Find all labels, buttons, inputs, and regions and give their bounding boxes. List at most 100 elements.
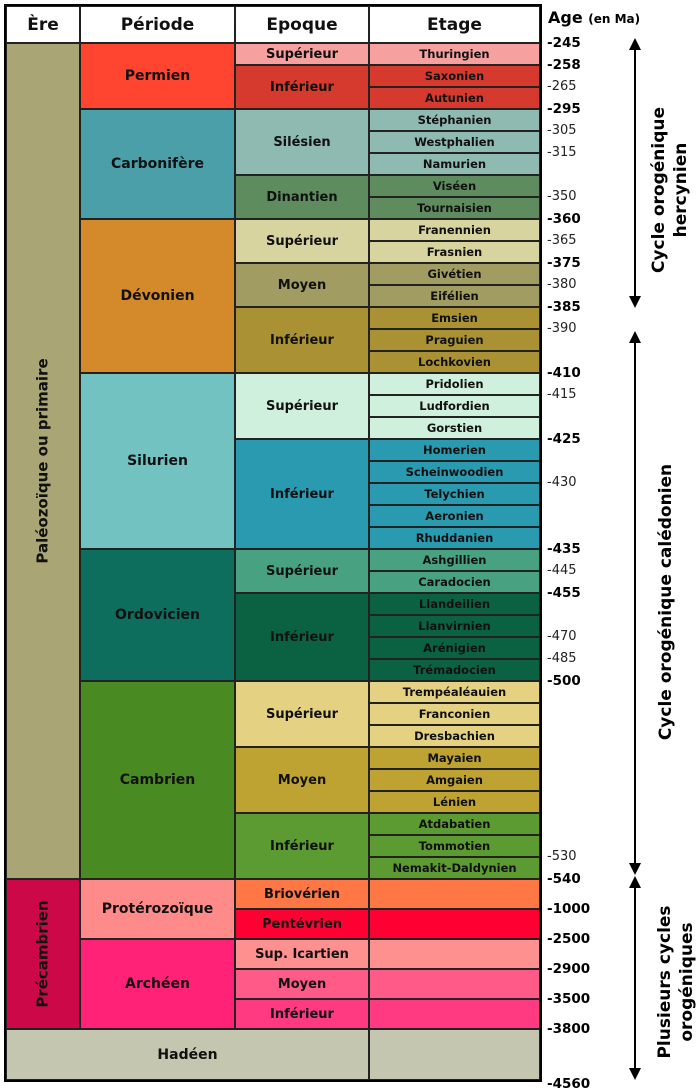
stage-cell: Praguien: [369, 329, 540, 351]
age-label: -380: [547, 277, 577, 292]
age-header-label: Age: [548, 8, 583, 27]
stage-cell: Franconien: [369, 703, 540, 725]
stage-cell: Emsien: [369, 307, 540, 329]
period-cell: Dévonien: [80, 219, 235, 373]
multiple-cycles-label: Plusieurs cycles orogéniques: [654, 905, 698, 1058]
stage-cell: Telychien: [369, 483, 540, 505]
epoch-cell: Supérieur: [235, 549, 369, 593]
stage-cell: Amgaien: [369, 769, 540, 791]
period-cell: Silurien: [80, 373, 235, 549]
epoch-cell: Inférieur: [235, 593, 369, 681]
stage-cell: Saxonien: [369, 65, 540, 87]
era-cell: Paléozoïque ou primaire: [6, 43, 80, 879]
header-period: Période: [80, 6, 235, 43]
stage-cell: [369, 909, 540, 939]
stage-cell: Namurien: [369, 153, 540, 175]
stage-cell: Aeronien: [369, 505, 540, 527]
age-label: -385: [547, 299, 581, 315]
epoch-cell: Inférieur: [235, 813, 369, 879]
age-label: -4560: [547, 1076, 591, 1092]
stage-cell: Thuringien: [369, 43, 540, 65]
age-label: -390: [547, 321, 577, 336]
epoch-cell: Supérieur: [235, 219, 369, 263]
stage-cell: Llandeilien: [369, 593, 540, 615]
age-header: Age (en Ma): [548, 8, 640, 27]
period-cell: Permien: [80, 43, 235, 109]
stage-cell: [369, 1029, 540, 1080]
stage-cell: Homerien: [369, 439, 540, 461]
age-label: -3800: [547, 1021, 591, 1037]
cycle-label-line: hercynien: [671, 142, 691, 238]
stage-cell: Gorstien: [369, 417, 540, 439]
stage-cell: Eifélien: [369, 285, 540, 307]
stage-cell: Rhuddanien: [369, 527, 540, 549]
stage-cell: Dresbachien: [369, 725, 540, 747]
age-label: -350: [547, 189, 577, 204]
cycle-label-line: orogéniques: [677, 922, 697, 1042]
stage-cell: Stéphanien: [369, 109, 540, 131]
stage-cell: Scheinwoodien: [369, 461, 540, 483]
cycle-label-line: Cycle orogénique: [649, 106, 669, 274]
multiple-cycles-arrow: [629, 876, 641, 1080]
header-epoch: Epoque: [235, 6, 369, 43]
stage-cell: Atdabatien: [369, 813, 540, 835]
epoch-cell: Inférieur: [235, 65, 369, 109]
epoch-cell: Dinantien: [235, 175, 369, 219]
age-label: -430: [547, 475, 577, 490]
stage-cell: Trémadocien: [369, 659, 540, 681]
epoch-cell: Supérieur: [235, 373, 369, 439]
period-cell: Carbonifère: [80, 109, 235, 219]
stage-cell: Ashgillien: [369, 549, 540, 571]
stage-cell: Lochkovien: [369, 351, 540, 373]
age-label: -500: [547, 673, 581, 689]
geologic-time-table: Ère Période Epoque Etage Thuringien Supér…: [4, 4, 542, 1082]
age-label: -415: [547, 387, 577, 402]
stage-cell: Frasnien: [369, 241, 540, 263]
stage-cell: [369, 879, 540, 909]
age-label: -410: [547, 365, 581, 381]
age-label: -445: [547, 563, 577, 578]
age-label: -375: [547, 255, 581, 271]
period-cell: Protérozoïque: [80, 879, 235, 939]
age-label: -3500: [547, 991, 591, 1007]
hadean-cell: Hadéen: [6, 1029, 369, 1080]
age-label: -435: [547, 541, 581, 557]
epoch-cell: Briovérien: [235, 879, 369, 909]
age-label: -485: [547, 651, 577, 666]
age-label: -258: [547, 57, 581, 73]
stage-cell: Viséen: [369, 175, 540, 197]
stage-cell: [369, 969, 540, 999]
stage-cell: Autunien: [369, 87, 540, 109]
hercynian-cycle-arrow: [629, 38, 641, 308]
age-unit: (en Ma): [588, 12, 641, 26]
age-label: -265: [547, 79, 577, 94]
stage-cell: Trempéaléauien: [369, 681, 540, 703]
caledonian-cycle-label: Cycle orogénique calédonien: [655, 464, 677, 740]
age-label: -470: [547, 629, 577, 644]
stage-cell: Lénien: [369, 791, 540, 813]
era-cell: Précambrien: [6, 879, 80, 1029]
epoch-cell: Moyen: [235, 969, 369, 999]
stage-cell: Ludfordien: [369, 395, 540, 417]
stage-cell: [369, 999, 540, 1029]
epoch-cell: Inférieur: [235, 307, 369, 373]
header-era: Ère: [6, 6, 80, 43]
stage-cell: Nemakit-Daldynien: [369, 857, 540, 879]
age-label: -365: [547, 233, 577, 248]
period-cell: Cambrien: [80, 681, 235, 879]
epoch-cell: Moyen: [235, 747, 369, 813]
period-cell: Ordovicien: [80, 549, 235, 681]
epoch-cell: Supérieur: [235, 681, 369, 747]
epoch-cell: Moyen: [235, 263, 369, 307]
stage-cell: Tommotien: [369, 835, 540, 857]
stage-cell: Caradocien: [369, 571, 540, 593]
stage-cell: Llanvirnien: [369, 615, 540, 637]
epoch-cell: Silésien: [235, 109, 369, 175]
age-label: -2500: [547, 931, 591, 947]
stage-cell: Arénigien: [369, 637, 540, 659]
age-label: -425: [547, 431, 581, 447]
stage-cell: Pridolien: [369, 373, 540, 395]
cycle-label-line: Plusieurs cycles: [655, 905, 675, 1059]
epoch-cell: Inférieur: [235, 439, 369, 549]
stage-cell: Westphalien: [369, 131, 540, 153]
